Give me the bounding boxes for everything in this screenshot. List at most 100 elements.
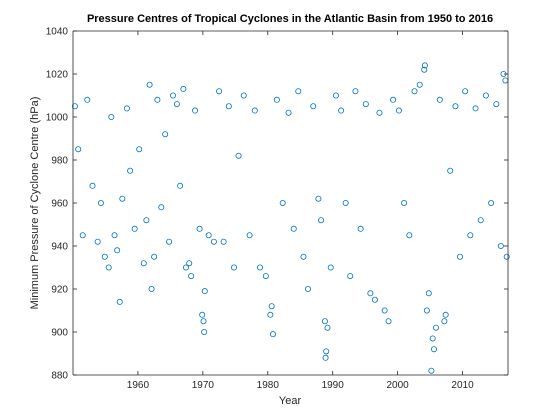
data-point (269, 331, 276, 338)
y-tick-label: 980 (51, 156, 68, 167)
data-point (143, 217, 150, 224)
data-point (462, 88, 469, 95)
data-point (225, 103, 232, 110)
data-point (235, 152, 242, 159)
y-tick-label: 960 (51, 199, 68, 210)
data-point (186, 260, 193, 267)
data-point (436, 96, 443, 103)
data-point (295, 88, 302, 95)
data-point (101, 253, 108, 260)
data-point (315, 195, 322, 202)
data-point (97, 199, 104, 206)
data-point (166, 238, 173, 245)
y-tick-label: 920 (51, 285, 68, 296)
data-point (220, 238, 227, 245)
data-point (421, 62, 428, 69)
data-point (497, 242, 504, 249)
data-point (158, 204, 165, 211)
data-point (192, 107, 199, 114)
data-point (425, 290, 432, 297)
data-point (305, 285, 312, 292)
data-point (182, 264, 189, 271)
x-tick-label: 1990 (322, 380, 345, 391)
data-point (79, 232, 86, 239)
data-point (136, 146, 143, 153)
data-point (285, 109, 292, 116)
data-point (290, 225, 297, 232)
data-point (201, 288, 208, 295)
data-point (327, 264, 334, 271)
data-point (123, 105, 130, 112)
data-point (173, 101, 180, 108)
data-point (318, 217, 325, 224)
data-point (267, 311, 274, 318)
data-point (127, 167, 134, 174)
x-tick-label: 1980 (257, 380, 280, 391)
data-point (148, 285, 155, 292)
data-point (300, 253, 307, 260)
data-point (488, 199, 495, 206)
data-point (432, 324, 439, 331)
data-point (338, 107, 345, 114)
data-point (441, 318, 448, 325)
data-point (71, 103, 78, 110)
data-point (231, 264, 238, 271)
data-point (111, 232, 118, 239)
chart-title: Pressure Centres of Tropical Cyclones in… (87, 13, 493, 25)
data-point (502, 77, 509, 84)
data-point (447, 167, 454, 174)
data-point (390, 96, 397, 103)
y-tick-label: 940 (51, 242, 68, 253)
markers-layer (71, 62, 510, 374)
data-point (210, 238, 217, 245)
data-point (456, 253, 463, 260)
data-point (472, 105, 479, 112)
data-point (268, 303, 275, 310)
data-point (324, 324, 331, 331)
data-point (169, 92, 176, 99)
data-point (116, 298, 123, 305)
data-point (352, 88, 359, 95)
data-point (246, 232, 253, 239)
data-point (177, 182, 184, 189)
y-tick-label: 1000 (46, 113, 69, 124)
data-point (196, 225, 203, 232)
data-point (421, 66, 428, 73)
x-tick-label: 1970 (192, 380, 215, 391)
data-point (367, 290, 374, 297)
y-tick-label: 1020 (46, 70, 69, 81)
data-point (151, 253, 158, 260)
data-point (322, 354, 329, 361)
data-point (84, 96, 91, 103)
data-point (493, 101, 500, 108)
data-point (310, 103, 317, 110)
x-tick-label: 2010 (451, 380, 474, 391)
data-point (114, 247, 121, 254)
data-point (321, 318, 328, 325)
data-point (154, 96, 161, 103)
data-point (430, 346, 437, 353)
data-point (323, 348, 330, 355)
data-point (105, 264, 112, 271)
data-point (482, 92, 489, 99)
data-point (381, 307, 388, 314)
data-point (251, 107, 258, 114)
data-point (395, 107, 402, 114)
data-point (401, 199, 408, 206)
data-point (199, 311, 206, 318)
data-point (357, 225, 364, 232)
data-point (477, 217, 484, 224)
data-point (180, 86, 187, 93)
data-point (162, 131, 169, 138)
data-point (411, 88, 418, 95)
y-tick-label: 1040 (46, 27, 69, 38)
data-point (256, 264, 263, 271)
data-point (385, 318, 392, 325)
x-tick-label: 1960 (127, 380, 150, 391)
data-point (429, 335, 436, 342)
data-point (279, 199, 286, 206)
data-point (205, 232, 212, 239)
data-point (188, 273, 195, 280)
